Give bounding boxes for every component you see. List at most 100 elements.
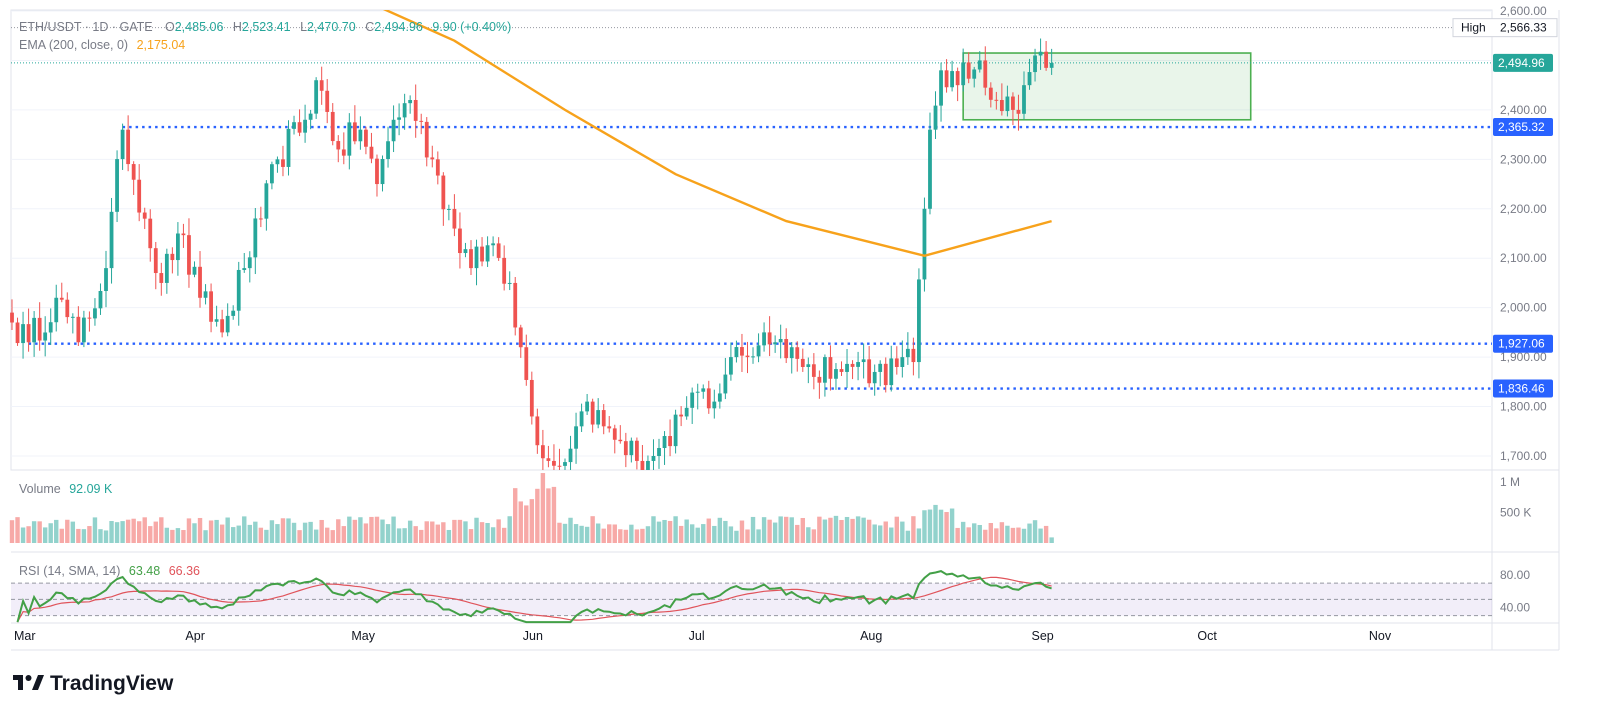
volume-bar xyxy=(275,524,280,543)
rsi-sma-line[interactable] xyxy=(16,576,1052,623)
candle-body xyxy=(187,235,191,275)
volume-bar xyxy=(474,517,479,543)
volume-bar xyxy=(120,521,125,543)
candle-body xyxy=(336,141,341,150)
level-price-tag: 1,927.06 xyxy=(1493,334,1553,353)
volume-bar xyxy=(319,519,324,543)
ema-line[interactable] xyxy=(12,0,1052,258)
candle-body xyxy=(673,414,678,447)
volume-bar xyxy=(1005,525,1010,543)
candle-body xyxy=(275,159,280,165)
volume-bar xyxy=(573,524,579,543)
rsi-line[interactable] xyxy=(16,570,1052,624)
time-axis: Mar Apr May Jun Jul Aug Sep Oct Nov xyxy=(14,629,1392,643)
candle-body xyxy=(43,332,48,341)
candle-body xyxy=(574,426,578,449)
candle-body xyxy=(264,183,269,219)
volume-bar xyxy=(878,525,883,543)
candle-body xyxy=(585,401,590,412)
volume-bar xyxy=(695,527,700,543)
volume-bar xyxy=(159,517,164,543)
candle-body xyxy=(32,317,37,343)
candle-body xyxy=(983,60,988,88)
candle-body xyxy=(253,218,258,258)
volume-bar xyxy=(70,521,76,543)
volume-bar xyxy=(977,524,982,543)
volume-bar xyxy=(712,525,717,543)
candle-body xyxy=(496,243,501,258)
candle-body xyxy=(153,248,158,274)
candle-body xyxy=(37,317,42,341)
volume-bar xyxy=(673,516,678,543)
rsi-tick-label: 40.00 xyxy=(1500,601,1530,615)
volume-bar xyxy=(441,522,446,543)
volume-bar xyxy=(164,527,170,543)
volume-bar xyxy=(48,523,53,543)
rsi-label-text[interactable]: RSI (14, SMA, 14) 63.48 66.36 xyxy=(19,564,200,578)
candle-body xyxy=(513,282,518,328)
volume-bar xyxy=(65,519,70,543)
candle-body xyxy=(48,322,53,333)
candle-body xyxy=(303,119,307,133)
volume-bars xyxy=(9,473,1054,543)
volume-bar xyxy=(518,501,523,543)
candle-body xyxy=(701,388,706,392)
volume-bar xyxy=(601,528,606,543)
high-label: H xyxy=(233,20,242,34)
candle-body xyxy=(1038,51,1043,56)
candle-body xyxy=(1033,55,1037,73)
volume-bar xyxy=(153,521,158,543)
candle-body xyxy=(563,462,567,466)
price-tick-label: 2,400.00 xyxy=(1500,103,1547,117)
candle-body xyxy=(380,159,385,185)
candle-body xyxy=(198,266,202,298)
time-tick-label: Apr xyxy=(185,629,204,643)
volume-bar xyxy=(844,516,850,543)
volume-bar xyxy=(341,526,346,543)
time-tick-label: May xyxy=(351,629,375,643)
candle-body xyxy=(59,297,64,300)
volume-label-text[interactable]: Volume 92.09 K xyxy=(19,482,113,496)
price-tag-value: 2,365.32 xyxy=(1498,120,1545,134)
volume-bar xyxy=(689,524,695,543)
rsi-band xyxy=(11,583,1492,616)
last-price-tag: 2,494.96 xyxy=(1493,53,1553,72)
candle-body xyxy=(905,348,910,358)
volume-bar xyxy=(258,527,264,543)
volume-bar xyxy=(203,530,208,543)
candle-body xyxy=(430,157,435,160)
close-value: 2,494.96 xyxy=(374,20,423,34)
candle-body xyxy=(540,445,545,459)
candle-body xyxy=(480,246,484,262)
tradingview-logo[interactable]: TradingView xyxy=(13,672,174,695)
volume-bar xyxy=(584,526,590,543)
ema-label: EMA (200, close, 0) xyxy=(19,38,128,52)
volume-bar xyxy=(667,520,673,543)
volume-bar xyxy=(125,519,131,543)
volume-bar xyxy=(374,516,380,543)
ema-legend[interactable]: EMA (200, close, 0) 2,175.04 xyxy=(19,38,185,52)
volume-bar xyxy=(363,523,369,543)
candle-body xyxy=(817,376,822,383)
symbol-label[interactable]: ETH/USDT · 1D · GATE xyxy=(19,20,153,34)
candle-body xyxy=(845,363,849,372)
candle-body xyxy=(413,100,418,121)
volume-bar xyxy=(866,519,872,543)
high-tag-value: 2,566.33 xyxy=(1500,21,1547,35)
volume-bar xyxy=(225,517,230,543)
volume-bar xyxy=(59,528,64,543)
candle-body xyxy=(297,122,302,133)
candle-body xyxy=(939,70,943,106)
candle-body xyxy=(695,391,700,393)
candle-body xyxy=(740,347,744,356)
candle-body xyxy=(800,358,805,367)
volume-bar xyxy=(496,519,501,543)
candle-body xyxy=(137,179,142,213)
candle-body xyxy=(900,357,905,367)
volume-bar xyxy=(822,519,828,543)
volume-bar xyxy=(717,517,723,543)
candle-body xyxy=(325,90,330,112)
volume-bar xyxy=(330,530,335,543)
volume-bar xyxy=(15,517,20,543)
